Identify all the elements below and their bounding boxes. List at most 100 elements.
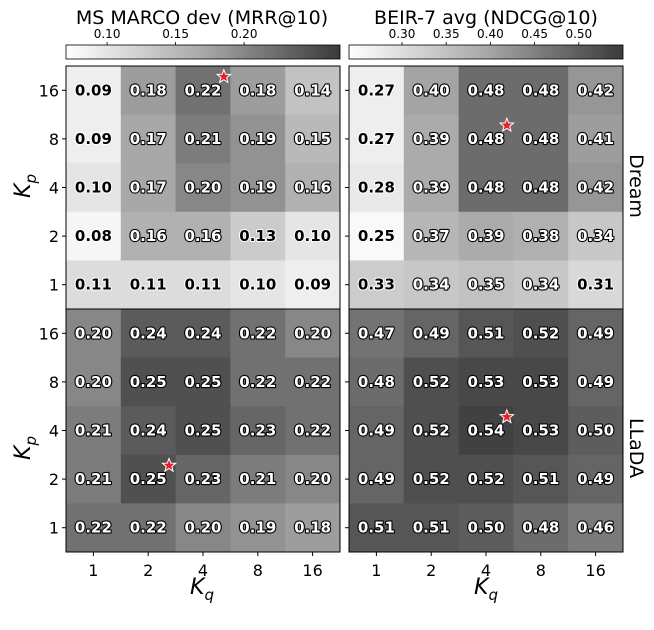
heatmap-cell: [285, 260, 341, 310]
heatmap-cell: [66, 114, 122, 164]
colorbar-tick-label: 0.45: [521, 27, 548, 41]
heatmap-panel: 0.27 0.40 0.48 0.48 0.42 0.27 0.39 0.48 0.48 0.41…: [345, 65, 624, 313]
heatmap-cell: [403, 357, 460, 407]
column-title-msmarco: MS MARCO dev (MRR@10): [76, 7, 328, 29]
best-star-marker: [215, 68, 232, 84]
best-star-marker: [498, 408, 515, 424]
cell-value-label: 0.48: [467, 130, 504, 148]
cell-value-label: 0.22: [184, 81, 221, 99]
heatmap-panel: 0.20 0.24 0.24 0.22 0.20 0.20 0.25 0.25 0.22 0.22…: [39, 308, 341, 580]
cell-value-label: 0.20: [75, 373, 112, 391]
cell-value-label: 0.31: [577, 276, 614, 294]
heatmap-cell: [230, 163, 286, 213]
heatmap-cell: [403, 163, 460, 213]
heatmap-cell: [513, 114, 569, 164]
heatmap-cell: [120, 163, 177, 213]
y-tick-label: 2: [49, 227, 59, 246]
cell-value-label: 0.22: [294, 373, 331, 391]
heatmap-panel: 0.09 0.18 0.22 0.18 0.14 0.09 0.17 0.21 0.19 0.15…: [39, 65, 341, 313]
x-tick-label: 2: [426, 561, 436, 580]
cell-value-label: 0.20: [184, 179, 221, 197]
heatmap-cell: [120, 357, 177, 407]
cell-value-label: 0.49: [413, 324, 450, 342]
heatmap-cell: [230, 260, 286, 310]
cell-value-label: 0.51: [522, 470, 559, 488]
heatmap-cell: [349, 357, 405, 407]
colorbar-1: [348, 44, 624, 60]
heatmap-cell: [568, 503, 624, 553]
cell-value-label: 0.20: [75, 324, 112, 342]
cell-value-label: 0.39: [413, 130, 450, 148]
cell-value-label: 0.37: [413, 227, 450, 245]
y-tick-label: 1: [49, 276, 59, 295]
heatmap-cell: [458, 309, 514, 359]
x-tick-label: 4: [198, 561, 208, 580]
cell-value-label: 0.38: [522, 227, 559, 245]
heatmap-cell: [458, 163, 514, 213]
y-tick-label: 2: [49, 470, 59, 489]
cell-value-label: 0.40: [413, 81, 450, 99]
heatmap-cell: [513, 66, 569, 116]
heatmap-cell: [230, 66, 286, 116]
best-star-marker: [498, 116, 515, 133]
colorbar-tick-label: 0.15: [162, 27, 189, 41]
heatmap-cell: [513, 211, 569, 261]
cell-value-label: 0.16: [294, 179, 331, 197]
cell-value-label: 0.51: [413, 519, 450, 537]
heatmap-cell: [230, 309, 286, 359]
cell-value-label: 0.39: [413, 179, 450, 197]
cell-value-label: 0.34: [413, 276, 450, 294]
heatmap-cell: [349, 260, 405, 310]
cell-value-label: 0.50: [467, 519, 504, 537]
heatmap-cell: [120, 66, 177, 116]
heatmap-cell: [349, 503, 405, 553]
heatmap-cell: [403, 114, 460, 164]
heatmap-cell: [349, 66, 405, 116]
cell-value-label: 0.09: [75, 130, 112, 148]
heatmap-cell: [120, 503, 177, 553]
column-title-beir: BEIR-7 avg (NDCG@10): [374, 7, 598, 29]
heatmap-cell: [285, 357, 341, 407]
cell-value-label: 0.11: [130, 276, 167, 294]
cell-value-label: 0.34: [522, 276, 559, 294]
cell-value-label: 0.27: [358, 130, 395, 148]
colorbar-tick-label: 0.50: [565, 27, 592, 41]
colorbar-tick-label: 0.20: [231, 27, 258, 41]
cell-value-label: 0.18: [239, 81, 276, 99]
heatmap-cell: [458, 357, 514, 407]
cell-value-label: 0.52: [467, 470, 504, 488]
heatmap-cell: [285, 454, 341, 504]
y-tick-label: 16: [39, 81, 59, 100]
cell-value-label: 0.10: [239, 276, 276, 294]
heatmap-cell: [230, 114, 286, 164]
cell-value-label: 0.08: [75, 227, 112, 245]
cell-value-label: 0.42: [577, 179, 614, 197]
y-axis-label-bottom: Kp: [11, 436, 40, 460]
cell-value-label: 0.48: [522, 130, 559, 148]
heatmap-cell: [568, 309, 624, 359]
cell-value-label: 0.20: [294, 470, 331, 488]
cell-value-label: 0.50: [577, 422, 614, 440]
heatmap-cell: [403, 260, 460, 310]
cell-value-label: 0.22: [294, 422, 331, 440]
cell-value-label: 0.27: [358, 81, 395, 99]
heatmap-cell: [66, 503, 122, 553]
cell-value-label: 0.42: [577, 81, 614, 99]
cell-value-label: 0.53: [467, 373, 504, 391]
cell-value-label: 0.24: [184, 324, 221, 342]
heatmap-cell: [230, 503, 286, 553]
y-tick-label: 8: [49, 373, 59, 392]
x-tick-label: 1: [371, 561, 381, 580]
heatmap-cell: [120, 309, 177, 359]
cell-value-label: 0.09: [294, 276, 331, 294]
cell-value-label: 0.52: [413, 373, 450, 391]
heatmap-cell: [568, 114, 624, 164]
colorbar-tick-label: 0.35: [433, 27, 460, 41]
x-tick-label: 1: [88, 561, 98, 580]
cell-value-label: 0.21: [184, 130, 221, 148]
cell-value-label: 0.53: [522, 422, 559, 440]
cell-value-label: 0.23: [239, 422, 276, 440]
heatmap-cell: [568, 454, 624, 504]
cell-value-label: 0.53: [522, 373, 559, 391]
cell-value-label: 0.52: [413, 422, 450, 440]
